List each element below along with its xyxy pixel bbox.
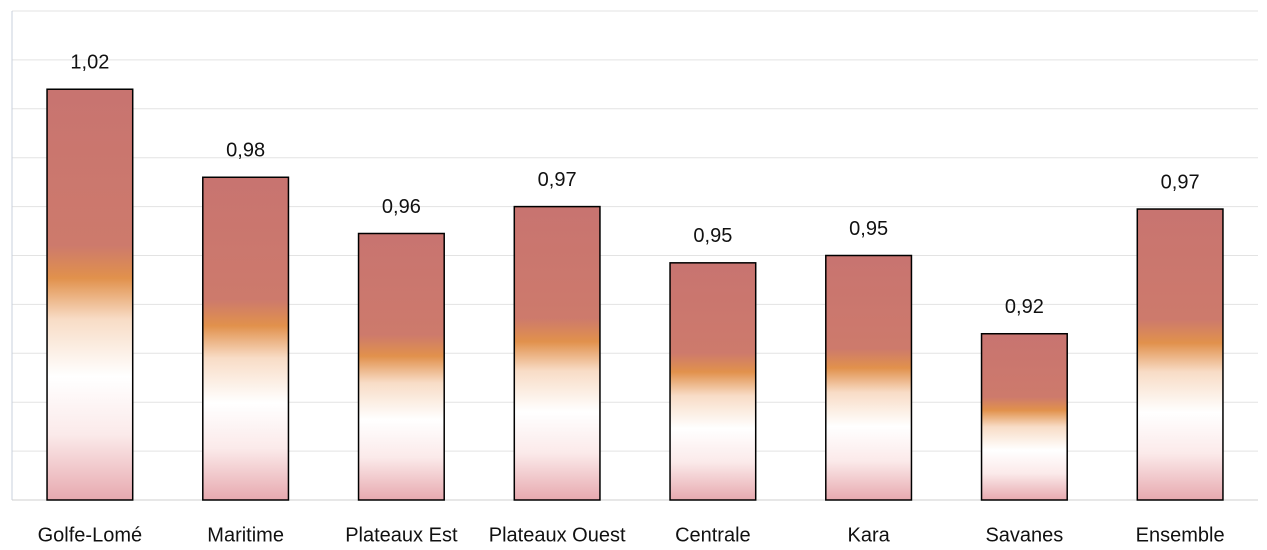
- bar: [980, 332, 1068, 501]
- bar: [357, 232, 445, 501]
- data-label: 0,96: [382, 196, 421, 218]
- data-label: 0,97: [538, 169, 577, 191]
- bar: [513, 205, 601, 501]
- x-tick-label: Plateaux Ouest: [489, 524, 626, 546]
- bar: [669, 262, 757, 501]
- bar: [46, 88, 134, 501]
- x-tick-label: Maritime: [207, 524, 284, 546]
- x-tick-label: Golfe-Lomé: [38, 524, 143, 546]
- data-label: 0,97: [1161, 171, 1200, 193]
- data-label: 0,98: [226, 140, 265, 162]
- data-label: 0,95: [693, 225, 732, 247]
- x-tick-label: Kara: [848, 524, 891, 546]
- bar: [1136, 208, 1224, 501]
- x-tick-label: Savanes: [985, 524, 1063, 546]
- bar: [825, 254, 913, 501]
- bar: [202, 176, 290, 501]
- x-tick-label: Ensemble: [1136, 524, 1225, 546]
- x-tick-label: Centrale: [675, 524, 751, 546]
- data-label: 1,02: [70, 52, 109, 74]
- x-tick-label: Plateaux Est: [345, 524, 458, 546]
- data-label: 0,95: [849, 218, 888, 240]
- data-label: 0,92: [1005, 296, 1044, 318]
